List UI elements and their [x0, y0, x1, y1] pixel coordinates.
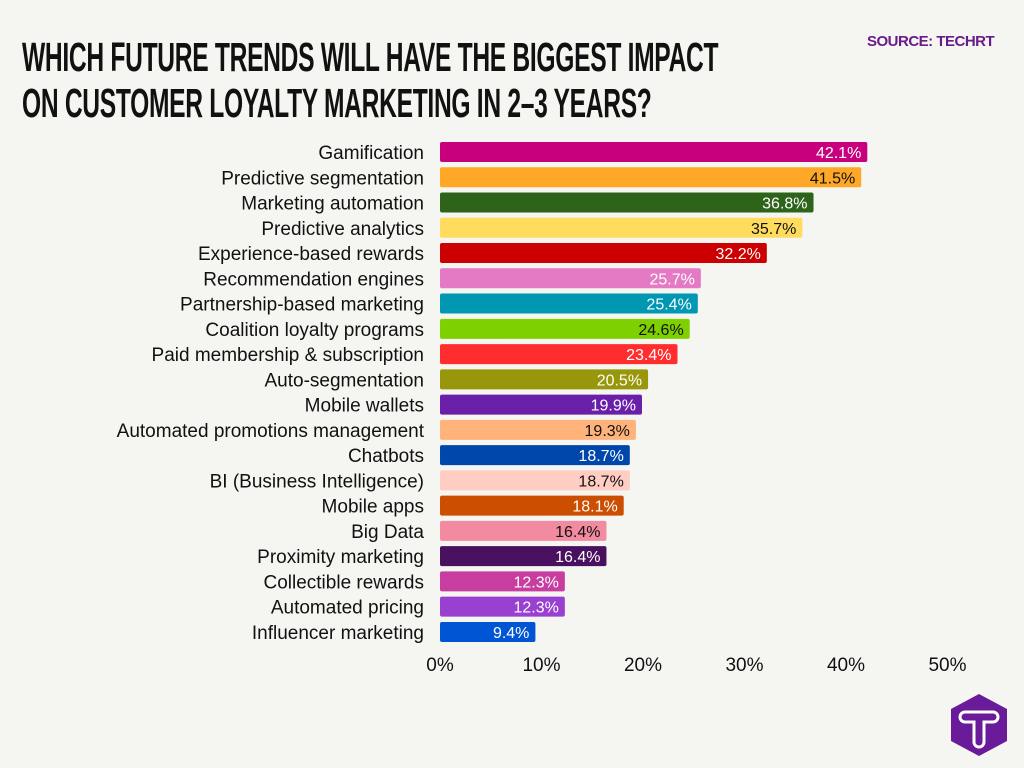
x-tick-label: 10%: [522, 655, 560, 676]
bar: [440, 217, 803, 238]
data-label: 18.7%: [578, 448, 623, 465]
category-label: Experience-based rewards: [198, 244, 424, 265]
bar: [440, 495, 624, 516]
category-label: Predictive segmentation: [221, 168, 424, 189]
chart-title-line-1: WHICH FUTURE TRENDS WILL HAVE THE BIGGES…: [22, 34, 719, 80]
data-label: 12.3%: [513, 600, 558, 617]
bar: [440, 293, 698, 314]
category-label: Mobile wallets: [305, 396, 424, 417]
category-label: Mobile apps: [322, 497, 424, 518]
category-label: Proximity marketing: [257, 547, 424, 568]
data-label: 35.7%: [751, 221, 796, 238]
data-label: 42.1%: [816, 145, 861, 162]
data-label: 9.4%: [493, 625, 529, 642]
category-label: Paid membership & subscription: [152, 345, 424, 366]
data-label: 18.7%: [578, 473, 623, 490]
bar: [440, 394, 642, 415]
data-label: 18.1%: [572, 499, 617, 516]
category-label: Automated promotions management: [117, 421, 425, 442]
category-label: Automated pricing: [271, 598, 424, 619]
data-label: 19.9%: [591, 398, 636, 415]
bar: [440, 142, 868, 162]
x-tick-label: 20%: [624, 655, 662, 676]
bar: [440, 268, 701, 289]
category-label: Partnership-based marketing: [180, 295, 424, 316]
category-label: Predictive analytics: [261, 219, 424, 240]
data-label: 12.3%: [513, 574, 558, 591]
bar: [440, 470, 630, 491]
category-label: Coalition loyalty programs: [205, 320, 424, 341]
category-label: Big Data: [351, 522, 424, 543]
category-label: Chatbots: [348, 446, 424, 467]
bar: [440, 369, 649, 390]
bar: [440, 167, 862, 188]
category-label: Collectible rewards: [263, 572, 424, 593]
bar: [440, 520, 607, 541]
x-tick-label: 0%: [426, 655, 454, 676]
category-label: Recommendation engines: [203, 269, 424, 290]
bar: [440, 344, 678, 365]
data-label: 16.4%: [555, 524, 600, 541]
data-label: 25.7%: [649, 271, 694, 288]
category-label: Influencer marketing: [252, 623, 424, 644]
category-label: BI (Business Intelligence): [210, 471, 424, 492]
data-label: 16.4%: [555, 549, 600, 566]
data-label: 24.6%: [638, 322, 683, 339]
bar: [440, 621, 536, 642]
bar: [440, 445, 630, 466]
x-tick-label: 30%: [725, 655, 763, 676]
bar: [440, 571, 565, 592]
bar: [440, 596, 565, 617]
bar: [440, 192, 814, 213]
x-tick-label: 40%: [827, 655, 865, 676]
category-label: Auto-segmentation: [265, 370, 425, 391]
data-label: 32.2%: [715, 246, 760, 263]
data-label: 20.5%: [597, 372, 642, 389]
techrt-logo-icon: [948, 692, 1010, 758]
category-label: Gamification: [318, 143, 424, 164]
category-label: Marketing automation: [241, 194, 424, 215]
bar: [440, 546, 607, 567]
x-tick-label: 50%: [928, 655, 966, 676]
data-label: 41.5%: [810, 170, 855, 187]
data-label: 25.4%: [646, 297, 691, 314]
data-label: 23.4%: [626, 347, 671, 364]
bar: [440, 243, 767, 264]
source-label: SOURCE: TECHRT: [867, 33, 995, 50]
data-label: 36.8%: [762, 196, 807, 213]
data-label: 19.3%: [585, 423, 630, 440]
bar: [440, 318, 690, 339]
chart-title-line-2: ON CUSTOMER LOYALTY MARKETING IN 2–3 YEA…: [22, 80, 652, 126]
bar: [440, 419, 636, 440]
chart-title: WHICH FUTURE TRENDS WILL HAVE THE BIGGES…: [22, 34, 719, 126]
